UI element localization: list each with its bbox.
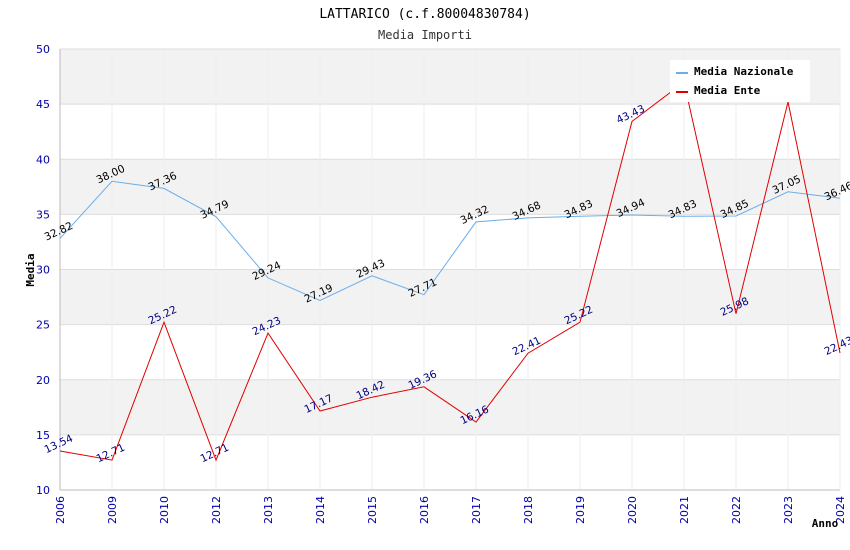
- chart-title: LATTARICO (c.f.80004830784): [319, 7, 530, 22]
- legend: Media Nazionale Media Ente: [670, 60, 810, 102]
- x-tick-label: 2024: [834, 496, 847, 524]
- chart-subtitle: Media Importi: [378, 28, 472, 42]
- legend-label-ente: Media Ente: [694, 84, 761, 97]
- tick-labels: 10 15 20 25 30 35 40 45 50 2006 2009 2010 2012 2013 20…: [36, 43, 847, 524]
- y-tick-label: 25: [36, 319, 50, 332]
- y-tick-label: 20: [36, 374, 50, 387]
- plot-band: [60, 159, 840, 215]
- x-tick-label: 2020: [626, 496, 639, 524]
- x-tick-label: 2022: [730, 496, 743, 524]
- y-tick-label: 30: [36, 264, 50, 277]
- x-tick-label: 2023: [782, 496, 795, 524]
- x-tick-label: 2009: [106, 496, 119, 524]
- x-tick-label: 2013: [262, 496, 275, 524]
- series-line-nazionale: [59, 180, 841, 302]
- plot-band: [60, 214, 840, 270]
- x-axis-label: Anno: [812, 517, 839, 530]
- y-tick-label: 40: [36, 153, 50, 166]
- plot-band: [60, 104, 840, 160]
- legend-box: [670, 60, 810, 102]
- plot-bands: [60, 49, 840, 490]
- y-tick-label: 50: [36, 43, 50, 56]
- y-tick-label: 35: [36, 208, 50, 221]
- x-tick-label: 2019: [574, 496, 587, 524]
- plot-band: [60, 379, 840, 435]
- plot-band: [60, 269, 840, 325]
- x-tick-label: 2021: [678, 496, 691, 524]
- series-line-ente: [59, 81, 841, 462]
- y-tick-label: 10: [36, 484, 50, 497]
- legend-label-nazionale: Media Nazionale: [694, 65, 794, 78]
- x-tick-label: 2017: [470, 496, 483, 524]
- y-tick-label: 45: [36, 98, 50, 111]
- x-tick-label: 2006: [54, 496, 67, 524]
- axes: [59, 49, 840, 491]
- plot-band: [60, 434, 840, 490]
- x-tick-label: 2015: [366, 496, 379, 524]
- series-lines: [59, 81, 841, 462]
- x-tick-label: 2014: [314, 496, 327, 524]
- y-axis-label: Media: [24, 253, 37, 286]
- x-tick-label: 2010: [158, 496, 171, 524]
- x-tick-label: 2012: [210, 496, 223, 524]
- x-tick-label: 2018: [522, 496, 535, 524]
- y-tick-label: 15: [36, 429, 50, 442]
- plot-band: [60, 324, 840, 380]
- x-tick-label: 2016: [418, 496, 431, 524]
